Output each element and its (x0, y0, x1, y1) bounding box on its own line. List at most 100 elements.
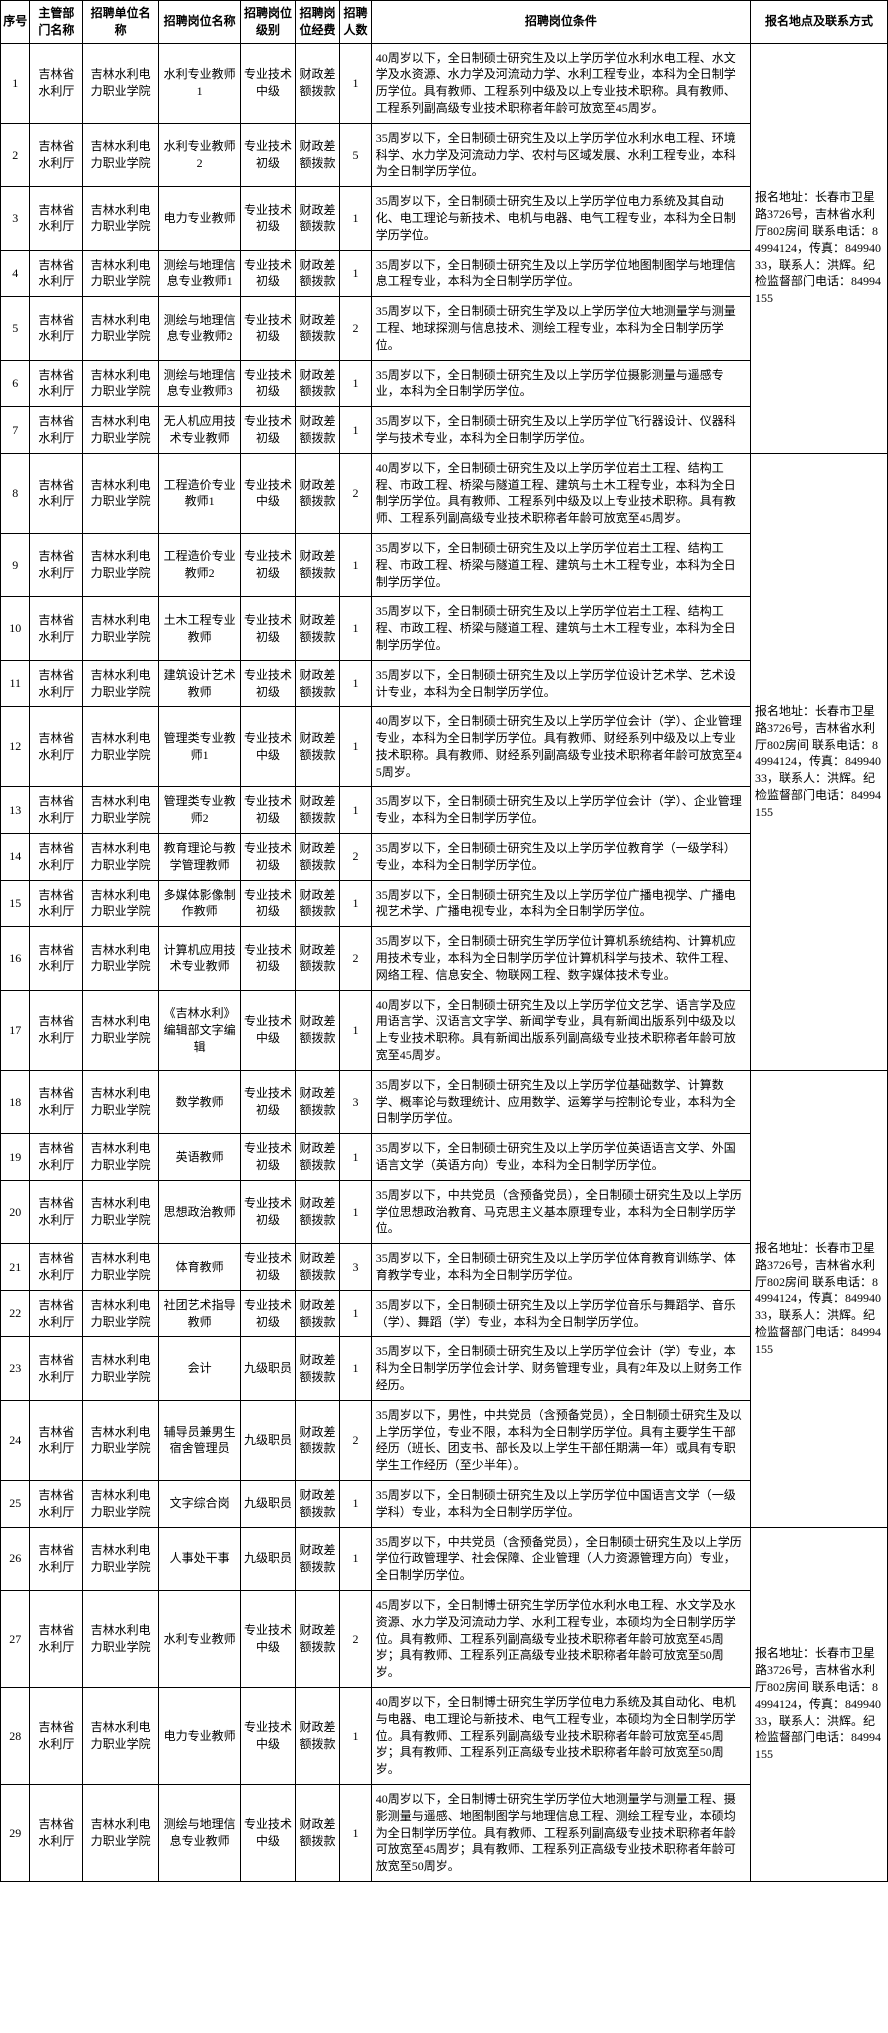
cell-funding: 财政差额拨款 (295, 1180, 339, 1243)
cell-dept: 吉林省水利厅 (30, 360, 83, 407)
cell-conditions: 35周岁以下，全日制硕士研究生及以上学历学位会计（学）专业，本科为全日制学历学位… (371, 1337, 750, 1400)
cell-unit: 吉林水利电力职业学院 (83, 123, 159, 186)
cell-dept: 吉林省水利厅 (30, 1784, 83, 1881)
cell-level: 专业技术初级 (241, 660, 296, 707)
cell-position: 管理类专业教师2 (159, 787, 241, 834)
cell-seq: 2 (1, 123, 30, 186)
cell-unit: 吉林水利电力职业学院 (83, 1784, 159, 1881)
cell-position: 社团艺术指导教师 (159, 1290, 241, 1337)
cell-number: 1 (340, 407, 372, 454)
cell-contact: 报名地址：长春市卫星路3726号，吉林省水利厅802房间 联系电话：849941… (750, 1527, 887, 1881)
cell-level: 九级职员 (241, 1337, 296, 1400)
cell-number: 2 (340, 297, 372, 360)
header-number: 招聘人数 (340, 1, 372, 44)
cell-unit: 吉林水利电力职业学院 (83, 1070, 159, 1133)
cell-level: 专业技术初级 (241, 880, 296, 927)
header-conditions: 招聘岗位条件 (371, 1, 750, 44)
cell-funding: 财政差额拨款 (295, 1337, 339, 1400)
cell-dept: 吉林省水利厅 (30, 927, 83, 990)
table-row: 8吉林省水利厅吉林水利电力职业学院工程造价专业教师1专业技术中级财政差额拨款24… (1, 453, 888, 533)
cell-dept: 吉林省水利厅 (30, 187, 83, 250)
cell-unit: 吉林水利电力职业学院 (83, 1400, 159, 1480)
cell-conditions: 35周岁以下，全日制硕士研究生及以上学历学位设计艺术学、艺术设计专业，本科为全日… (371, 660, 750, 707)
cell-unit: 吉林水利电力职业学院 (83, 43, 159, 123)
cell-level: 专业技术初级 (241, 297, 296, 360)
cell-funding: 财政差额拨款 (295, 297, 339, 360)
cell-number: 1 (340, 1180, 372, 1243)
cell-dept: 吉林省水利厅 (30, 1480, 83, 1527)
cell-unit: 吉林水利电力职业学院 (83, 407, 159, 454)
header-position: 招聘岗位名称 (159, 1, 241, 44)
cell-seq: 18 (1, 1070, 30, 1133)
table-row: 26吉林省水利厅吉林水利电力职业学院人事处干事九级职员财政差额拨款135周岁以下… (1, 1527, 888, 1590)
cell-dept: 吉林省水利厅 (30, 453, 83, 533)
cell-funding: 财政差额拨款 (295, 1400, 339, 1480)
cell-conditions: 35周岁以下，全日制硕士研究生及以上学历学位飞行器设计、仪器科学与技术专业，本科… (371, 407, 750, 454)
cell-conditions: 35周岁以下，全日制硕士研究生学及以上学历学位大地测量学与测量工程、地球探测与信… (371, 297, 750, 360)
cell-seq: 13 (1, 787, 30, 834)
cell-position: 辅导员兼男生宿舍管理员 (159, 1400, 241, 1480)
cell-seq: 28 (1, 1687, 30, 1784)
cell-funding: 财政差额拨款 (295, 187, 339, 250)
cell-position: 建筑设计艺术教师 (159, 660, 241, 707)
cell-number: 3 (340, 1070, 372, 1133)
cell-unit: 吉林水利电力职业学院 (83, 597, 159, 660)
cell-dept: 吉林省水利厅 (30, 123, 83, 186)
cell-number: 2 (340, 834, 372, 881)
header-level: 招聘岗位级别 (241, 1, 296, 44)
cell-seq: 7 (1, 407, 30, 454)
cell-level: 九级职员 (241, 1400, 296, 1480)
cell-seq: 16 (1, 927, 30, 990)
cell-level: 专业技术初级 (241, 360, 296, 407)
cell-conditions: 35周岁以下，全日制硕士研究生及以上学历学位音乐与舞蹈学、音乐（学）、舞蹈（学）… (371, 1290, 750, 1337)
cell-level: 专业技术初级 (241, 187, 296, 250)
cell-funding: 财政差额拨款 (295, 360, 339, 407)
cell-conditions: 35周岁以下，中共党员（含预备党员），全日制硕士研究生及以上学历学位思想政治教育… (371, 1180, 750, 1243)
cell-seq: 1 (1, 43, 30, 123)
cell-level: 专业技术中级 (241, 990, 296, 1070)
cell-conditions: 40周岁以下，全日制硕士研究生及以上学历学位岩土工程、结构工程、市政工程、桥梁与… (371, 453, 750, 533)
cell-dept: 吉林省水利厅 (30, 407, 83, 454)
cell-level: 专业技术中级 (241, 43, 296, 123)
cell-unit: 吉林水利电力职业学院 (83, 1337, 159, 1400)
cell-dept: 吉林省水利厅 (30, 1527, 83, 1590)
cell-seq: 26 (1, 1527, 30, 1590)
cell-unit: 吉林水利电力职业学院 (83, 1180, 159, 1243)
cell-position: 土木工程专业教师 (159, 597, 241, 660)
cell-level: 专业技术中级 (241, 453, 296, 533)
cell-conditions: 35周岁以下，全日制硕士研究生及以上学历学位英语语言文学、外国语言文学（英语方向… (371, 1134, 750, 1181)
cell-level: 专业技术初级 (241, 787, 296, 834)
recruitment-table: 序号 主管部门名称 招聘单位名称 招聘岗位名称 招聘岗位级别 招聘岗位经费 招聘… (0, 0, 888, 1882)
cell-number: 1 (340, 187, 372, 250)
cell-funding: 财政差额拨款 (295, 707, 339, 787)
cell-level: 专业技术中级 (241, 1784, 296, 1881)
cell-dept: 吉林省水利厅 (30, 1134, 83, 1181)
cell-number: 1 (340, 43, 372, 123)
cell-contact: 报名地址：长春市卫星路3726号，吉林省水利厅802房间 联系电话：849941… (750, 1070, 887, 1527)
header-unit: 招聘单位名称 (83, 1, 159, 44)
cell-seq: 6 (1, 360, 30, 407)
cell-conditions: 35周岁以下，男性，中共党员（含预备党员），全日制硕士研究生及以上学历学位，专业… (371, 1400, 750, 1480)
cell-conditions: 35周岁以下，全日制硕士研究生及以上学历学位教育学（一级学科）专业，本科为全日制… (371, 834, 750, 881)
cell-funding: 财政差额拨款 (295, 880, 339, 927)
cell-funding: 财政差额拨款 (295, 1070, 339, 1133)
cell-dept: 吉林省水利厅 (30, 43, 83, 123)
header-seq: 序号 (1, 1, 30, 44)
cell-dept: 吉林省水利厅 (30, 297, 83, 360)
cell-number: 1 (340, 787, 372, 834)
cell-position: 测绘与地理信息专业教师 (159, 1784, 241, 1881)
cell-seq: 14 (1, 834, 30, 881)
cell-unit: 吉林水利电力职业学院 (83, 250, 159, 297)
cell-number: 2 (340, 1400, 372, 1480)
cell-conditions: 40周岁以下，全日制硕士研究生及以上学历学位文艺学、语言学及应用语言学、汉语言文… (371, 990, 750, 1070)
cell-level: 九级职员 (241, 1480, 296, 1527)
cell-funding: 财政差额拨款 (295, 43, 339, 123)
cell-conditions: 35周岁以下，全日制硕士研究生及以上学历学位基础数学、计算数学、概率论与数理统计… (371, 1070, 750, 1133)
cell-conditions: 35周岁以下，全日制硕士研究生及以上学历学位水利水电工程、环境科学、水力学及河流… (371, 123, 750, 186)
cell-funding: 财政差额拨款 (295, 123, 339, 186)
cell-dept: 吉林省水利厅 (30, 707, 83, 787)
cell-unit: 吉林水利电力职业学院 (83, 927, 159, 990)
cell-funding: 财政差额拨款 (295, 1687, 339, 1784)
cell-position: 工程造价专业教师1 (159, 453, 241, 533)
cell-position: 会计 (159, 1337, 241, 1400)
